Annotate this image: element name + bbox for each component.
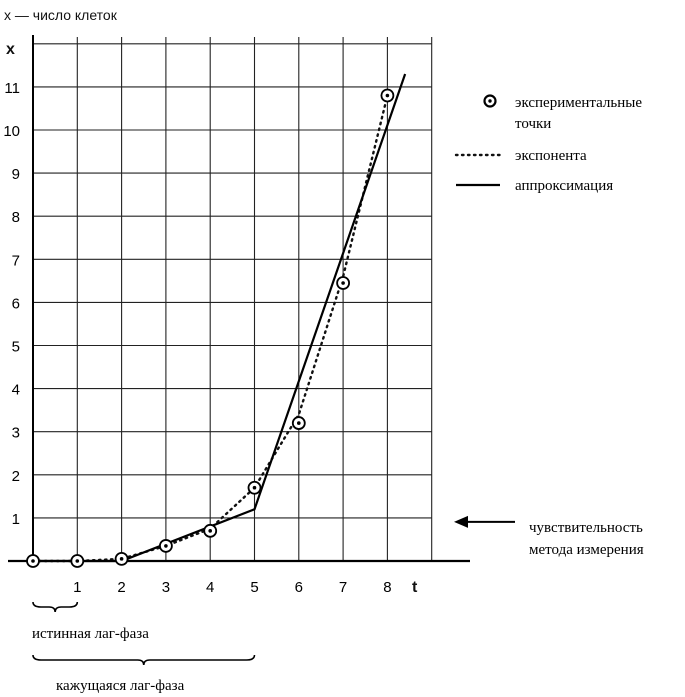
y-tick-label: 5: [12, 339, 20, 356]
sensitivity-label: чувствительность: [529, 520, 643, 536]
grid: [33, 37, 433, 561]
apparent-lag-phase-label: кажущаяся лаг-фаза: [56, 678, 185, 694]
top-caption: x — число клеток: [4, 7, 118, 23]
sensitivity-arrow-head: [454, 515, 468, 528]
y-tick-label: 8: [12, 209, 20, 226]
y-tick-label: 6: [12, 295, 20, 312]
y-tick-label: 9: [12, 166, 20, 183]
y-tick-label: 2: [12, 468, 20, 485]
y-tick-label: 7: [12, 252, 20, 269]
x-tick-label: 3: [162, 579, 170, 596]
x-tick-label: 2: [117, 579, 125, 596]
x-tick-label: 1: [73, 579, 81, 596]
x-tick-label: 8: [383, 579, 391, 596]
x-tick-label: 5: [250, 579, 258, 596]
legend-marker-points-center: [488, 99, 492, 103]
x-tick-label: 6: [295, 579, 303, 596]
data-point-center: [297, 421, 301, 425]
legend-label-approximation: аппроксимация: [515, 178, 613, 194]
data-point-center: [31, 559, 35, 563]
annotations: чувствительность метода измерения истинная…: [32, 515, 644, 694]
legend-label-exponent: экспонента: [515, 148, 587, 164]
apparent-lag-phase-brace: [32, 654, 256, 666]
x-tick-labels: 1 2 3 4 5 6 7 8: [73, 579, 391, 596]
data-point-center: [119, 557, 124, 561]
legend-label-points: экспериментальные: [515, 95, 642, 111]
x-axis-label: t: [412, 579, 418, 596]
y-tick-label: 4: [12, 382, 20, 399]
y-tick-label: 10: [3, 123, 20, 140]
data-point-center: [164, 544, 168, 548]
legend: экспериментальные точки экспонента аппрокси…: [454, 94, 642, 194]
sensitivity-label: метода измерения: [529, 542, 644, 558]
series: [26, 73, 407, 568]
data-point-center: [252, 485, 257, 490]
data-point-center: [385, 93, 390, 98]
legend-label-points: точки: [515, 116, 551, 132]
true-lag-phase-label: истинная лаг-фаза: [32, 626, 149, 642]
data-point-center: [208, 529, 212, 533]
data-point-center: [341, 281, 345, 285]
true-lag-phase-brace: [32, 601, 79, 613]
x-tick-label: 4: [206, 579, 214, 596]
y-tick-label: 3: [12, 425, 20, 442]
y-tick-label: 1: [12, 511, 20, 528]
approximation-line: [33, 73, 407, 563]
data-point-center: [75, 559, 80, 563]
y-tick-label: 11: [4, 80, 20, 97]
y-tick-labels: 1 2 3 4 5 6 7 8 9 10 11: [3, 80, 20, 528]
y-axis-label: x: [6, 41, 15, 58]
x-tick-label: 7: [339, 579, 347, 596]
